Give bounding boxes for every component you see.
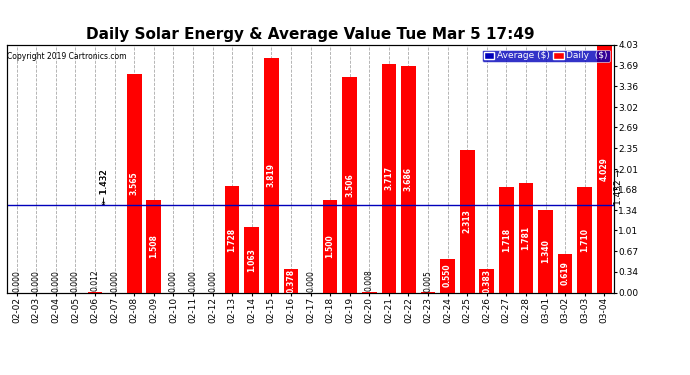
Text: 0.000: 0.000 <box>12 270 21 292</box>
Bar <box>382 64 396 292</box>
Text: 1.063: 1.063 <box>247 248 256 272</box>
Text: 4.029: 4.029 <box>600 157 609 181</box>
Text: 0.000: 0.000 <box>208 270 217 292</box>
Bar <box>323 200 337 292</box>
Title: Daily Solar Energy & Average Value Tue Mar 5 17:49: Daily Solar Energy & Average Value Tue M… <box>86 27 535 42</box>
Bar <box>127 74 141 292</box>
Bar <box>460 150 475 292</box>
Text: 0.000: 0.000 <box>188 270 197 292</box>
Text: 3.717: 3.717 <box>384 166 393 190</box>
Text: 1.500: 1.500 <box>326 235 335 258</box>
Text: 0.383: 0.383 <box>482 269 491 293</box>
Bar <box>578 188 592 292</box>
Bar <box>244 227 259 292</box>
Text: 0.378: 0.378 <box>286 269 295 293</box>
Text: 0.005: 0.005 <box>424 270 433 292</box>
Text: 1.781: 1.781 <box>522 226 531 250</box>
Text: 0.000: 0.000 <box>32 270 41 292</box>
Text: 0.008: 0.008 <box>365 270 374 291</box>
Text: 1.432 →: 1.432 → <box>614 168 623 204</box>
Bar <box>342 77 357 292</box>
Bar <box>146 200 161 292</box>
Bar <box>538 210 553 292</box>
Text: 3.565: 3.565 <box>130 171 139 195</box>
Text: 0.550: 0.550 <box>443 264 452 287</box>
Text: 3.506: 3.506 <box>345 173 354 197</box>
Text: 2.313: 2.313 <box>463 210 472 233</box>
Bar <box>499 187 514 292</box>
Text: 0.012: 0.012 <box>90 270 99 291</box>
Text: 0.619: 0.619 <box>561 261 570 285</box>
Text: 3.819: 3.819 <box>267 163 276 187</box>
Legend: Average ($), Daily  ($): Average ($), Daily ($) <box>482 50 609 62</box>
Text: 0.000: 0.000 <box>51 270 60 292</box>
Bar <box>440 259 455 292</box>
Text: ← 1.432: ← 1.432 <box>100 170 109 203</box>
Bar <box>480 269 494 292</box>
Text: 1.710: 1.710 <box>580 228 589 252</box>
Text: 1.728: 1.728 <box>228 227 237 252</box>
Text: 3.686: 3.686 <box>404 167 413 191</box>
Text: ← 1.432: ← 1.432 <box>100 168 109 204</box>
Bar <box>284 269 298 292</box>
Bar <box>264 58 279 292</box>
Text: 1.718: 1.718 <box>502 228 511 252</box>
Bar <box>597 45 611 292</box>
Text: 0.000: 0.000 <box>110 270 119 292</box>
Bar <box>401 66 416 292</box>
Bar <box>558 255 573 292</box>
Bar <box>225 186 239 292</box>
Text: 0.000: 0.000 <box>71 270 80 292</box>
Text: 0.000: 0.000 <box>306 270 315 292</box>
Text: 0.000: 0.000 <box>169 270 178 292</box>
Text: 1.508: 1.508 <box>149 234 158 258</box>
Text: Copyright 2019 Cartronics.com: Copyright 2019 Cartronics.com <box>7 53 126 62</box>
Bar <box>519 183 533 292</box>
Text: 1.340: 1.340 <box>541 239 550 263</box>
